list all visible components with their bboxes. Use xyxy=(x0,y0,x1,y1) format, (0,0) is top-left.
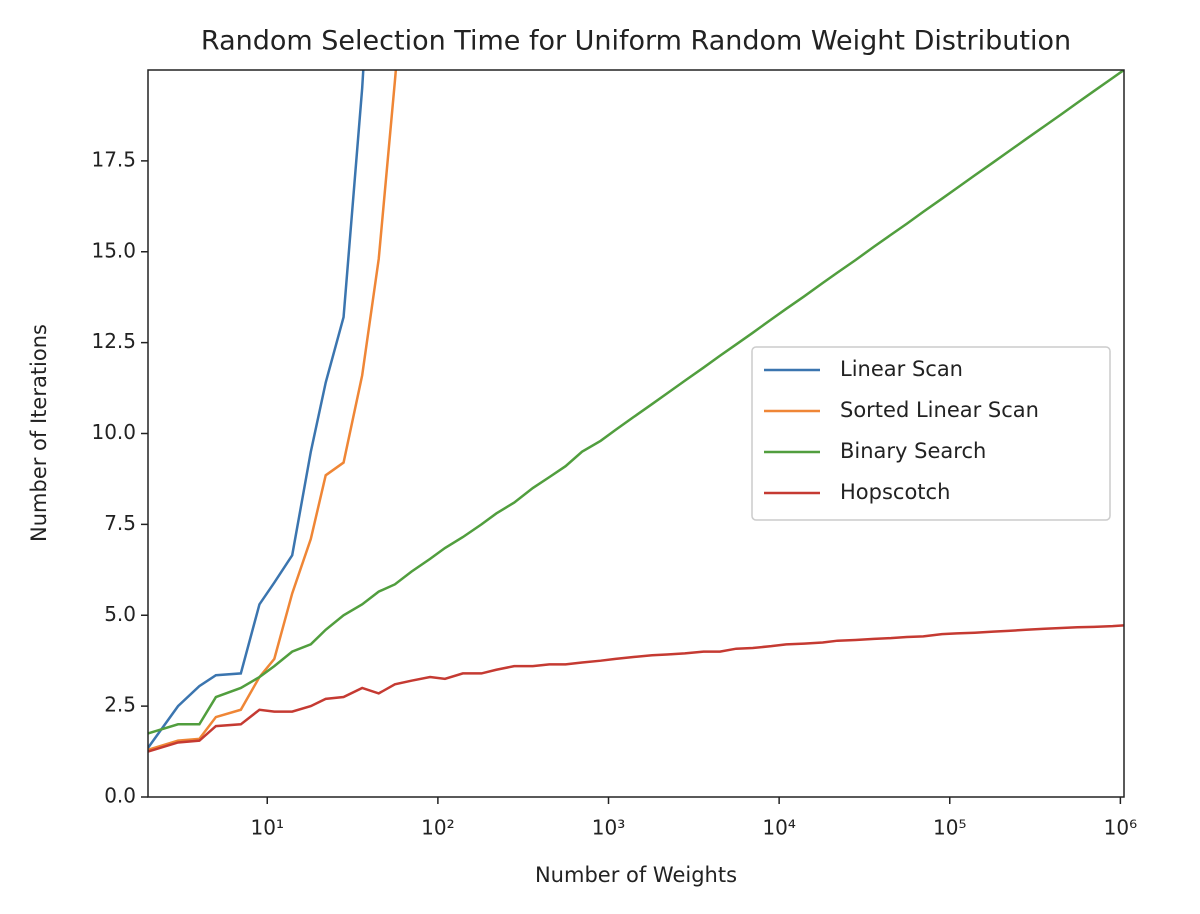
series-line xyxy=(148,70,1124,735)
x-tick-label: 10⁶ xyxy=(1104,816,1137,840)
series-line xyxy=(148,70,398,751)
y-tick-label: 12.5 xyxy=(91,329,136,353)
plot-frame xyxy=(147,69,1125,798)
y-tick-label: 5.0 xyxy=(104,602,136,626)
y-tick-label: 10.0 xyxy=(91,420,136,444)
legend-label: Sorted Linear Scan xyxy=(840,398,1039,422)
x-tick-label: 10⁴ xyxy=(762,816,795,840)
y-axis-label: Number of Iterations xyxy=(27,324,51,542)
chart-title: Random Selection Time for Uniform Random… xyxy=(201,26,1071,57)
x-tick-label: 10² xyxy=(421,816,454,840)
plot-lines xyxy=(148,70,1124,753)
y-tick-label: 7.5 xyxy=(104,511,136,535)
series-line xyxy=(148,624,1124,753)
y-tick-label: 0.0 xyxy=(104,784,136,808)
y-tick-label: 15.0 xyxy=(91,238,136,262)
series-line xyxy=(148,70,365,749)
legend-box xyxy=(751,346,1111,521)
x-axis-label: Number of Weights xyxy=(535,863,737,887)
legend-label: Hopscotch xyxy=(840,480,950,504)
y-tick-label: 17.5 xyxy=(91,147,136,171)
x-tick-label: 10¹ xyxy=(251,816,284,840)
y-tick-label: 2.5 xyxy=(104,693,136,717)
legend-label: Linear Scan xyxy=(840,357,963,381)
x-tick-label: 10³ xyxy=(592,816,625,840)
legend-label: Binary Search xyxy=(840,439,986,463)
x-tick-label: 10⁵ xyxy=(933,816,966,840)
